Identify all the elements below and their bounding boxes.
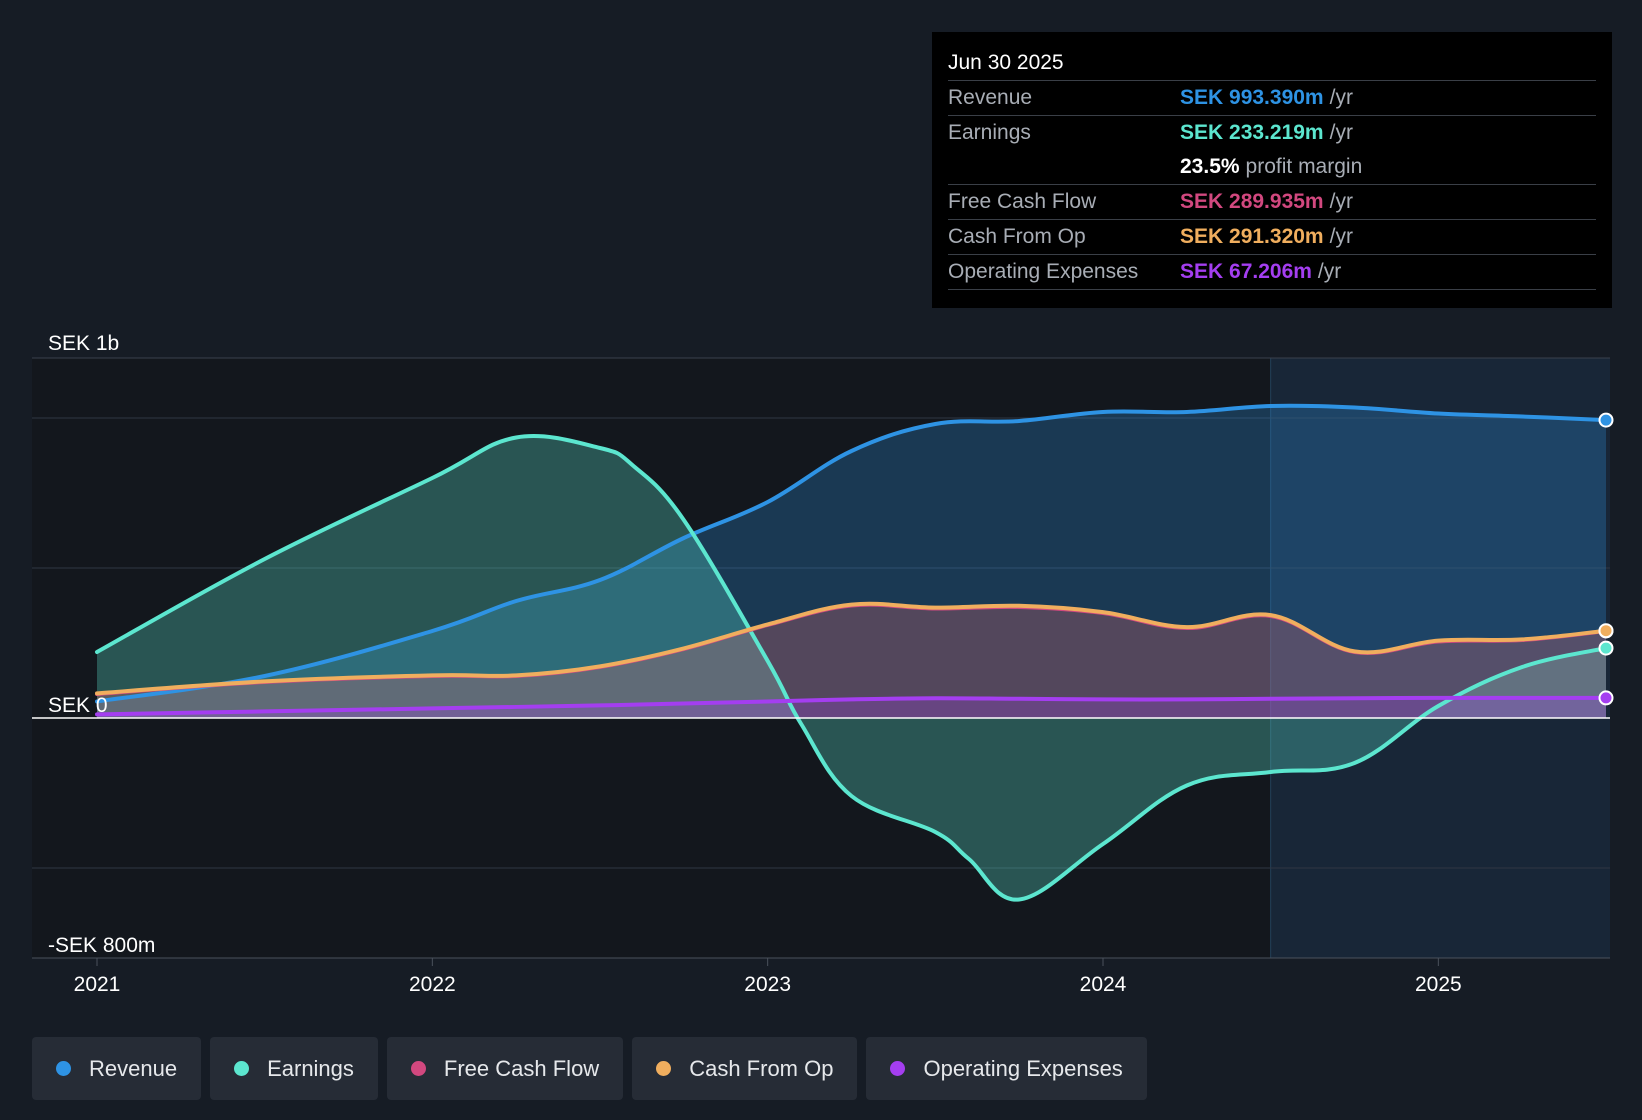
legend-label: Operating Expenses <box>923 1055 1123 1081</box>
tooltip-unit: /yr <box>1317 260 1342 283</box>
end-marker-operating-expenses <box>1598 690 1614 706</box>
tooltip-value: 23.5% <box>1180 155 1240 178</box>
legend-label: Free Cash Flow <box>443 1055 600 1081</box>
tooltip-label: Earnings <box>948 121 1031 144</box>
tooltip-label: Operating Expenses <box>948 260 1139 283</box>
x-tick-label: 2021 <box>74 973 121 996</box>
tooltip-label: Cash From Op <box>948 225 1086 248</box>
tooltip-row-operating-expenses: Operating Expenses SEK 67.206m /yr <box>948 254 1596 289</box>
tooltip-row-earnings: Earnings SEK 233.219m /yr <box>948 115 1596 150</box>
tooltip-row-profit-margin: 23.5% profit margin <box>948 150 1596 184</box>
legend-label: Earnings <box>267 1055 354 1081</box>
tooltip-divider <box>948 289 1596 290</box>
tooltip-value: SEK 993.390m <box>1180 86 1324 109</box>
tooltip-panel: Jun 30 2025 Revenue SEK 993.390m /yr Ear… <box>932 32 1612 308</box>
x-tick-label: 2023 <box>744 973 791 996</box>
legend-item-operating-expenses[interactable]: Operating Expenses <box>866 1037 1147 1100</box>
legend-label: Cash From Op <box>689 1055 834 1081</box>
y-axis-label: -SEK 800m <box>48 934 155 957</box>
tooltip-row-cash-from-op: Cash From Op SEK 291.320m /yr <box>948 219 1596 254</box>
legend-dot-icon <box>656 1061 672 1076</box>
line-cash-from-op <box>95 601 1608 696</box>
tooltip-value: SEK 291.320m <box>1180 225 1324 248</box>
tooltip-value: SEK 289.935m <box>1180 190 1324 213</box>
y-axis-label: SEK 1b <box>48 332 119 355</box>
tooltip-unit: /yr <box>1329 121 1353 144</box>
end-marker-cash-from-op <box>1598 623 1614 639</box>
x-tick-label: 2025 <box>1415 973 1462 996</box>
y-axis-label: SEK 0 <box>48 694 108 717</box>
area-cash-from-op <box>97 603 1606 718</box>
legend-dot-icon <box>234 1061 250 1076</box>
tooltip-value: SEK 67.206m <box>1180 260 1312 283</box>
tooltip-value: SEK 233.219m <box>1180 121 1324 144</box>
line-revenue <box>95 403 1608 704</box>
legend: Revenue Earnings Free Cash Flow Cash Fro… <box>32 1037 1156 1100</box>
x-tick-label: 2022 <box>409 973 456 996</box>
legend-item-cash-from-op[interactable]: Cash From Op <box>632 1037 858 1100</box>
legend-item-earnings[interactable]: Earnings <box>210 1037 378 1100</box>
legend-dot-icon <box>56 1061 71 1076</box>
line-earnings <box>95 434 1608 902</box>
tooltip-unit: /yr <box>1329 190 1353 213</box>
line-operating-expenses <box>95 695 1608 717</box>
legend-label: Revenue <box>89 1055 178 1081</box>
x-tick-label: 2024 <box>1080 973 1127 996</box>
area-free-cash-flow <box>97 604 1606 718</box>
legend-dot-icon <box>890 1061 906 1076</box>
tooltip-row-revenue: Revenue SEK 993.390m /yr <box>948 80 1596 115</box>
area-operating-expenses <box>97 697 1606 718</box>
tooltip-unit: /yr <box>1329 86 1353 109</box>
tooltip-unit: /yr <box>1329 225 1353 248</box>
legend-dot-icon <box>410 1061 426 1076</box>
tooltip-label: Free Cash Flow <box>948 190 1097 213</box>
end-marker-earnings <box>1598 640 1614 656</box>
end-marker-revenue <box>1598 412 1614 428</box>
tooltip-date: Jun 30 2025 <box>948 51 1064 74</box>
tooltip-label: Revenue <box>948 86 1033 109</box>
legend-item-free-cash-flow[interactable]: Free Cash Flow <box>386 1037 624 1100</box>
area-revenue <box>97 405 1606 718</box>
area-earnings <box>97 436 1606 900</box>
tooltip-label <box>948 150 1180 184</box>
legend-item-revenue[interactable]: Revenue <box>32 1037 202 1100</box>
tooltip-row-free-cash-flow: Free Cash Flow SEK 289.935m /yr <box>948 184 1596 219</box>
tooltip-unit: profit margin <box>1245 155 1363 178</box>
